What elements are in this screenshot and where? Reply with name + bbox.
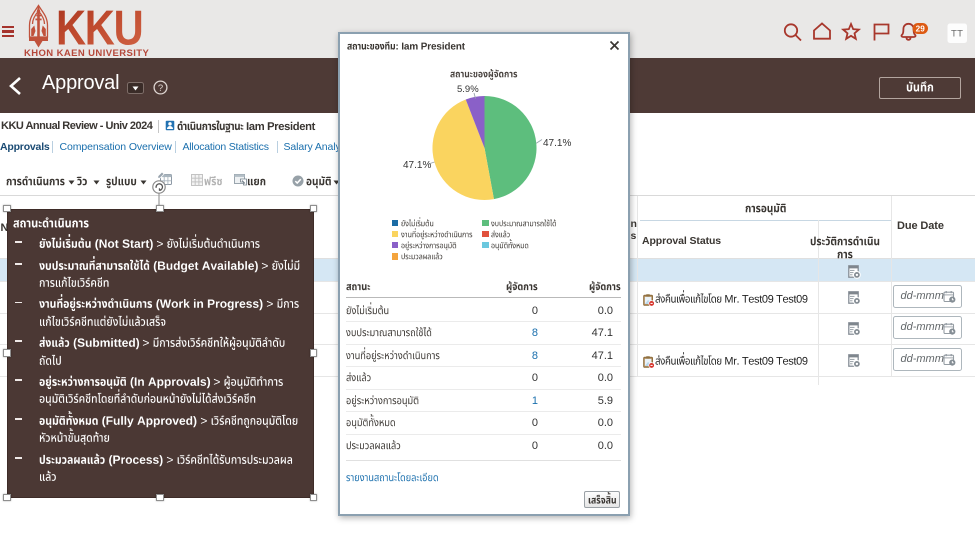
svg-text:29: 29 (916, 24, 926, 33)
svg-text:KKU: KKU (56, 4, 142, 48)
svg-text:?: ? (157, 83, 162, 94)
svg-text:TT: TT (951, 28, 963, 39)
